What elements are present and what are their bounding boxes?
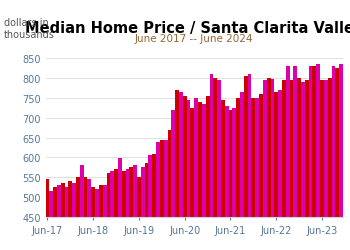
Bar [95,190,99,250]
Bar [232,108,236,250]
Bar [240,93,244,250]
Bar [80,166,84,250]
Bar [76,178,80,250]
Bar [328,78,331,250]
Bar [313,66,316,250]
Bar [244,77,248,250]
Bar [130,168,133,250]
Bar [320,80,324,250]
Text: June 2017 -- June 2024: June 2017 -- June 2024 [135,34,253,43]
Bar [251,99,255,250]
Bar [64,188,68,250]
Bar [156,142,160,250]
Bar [160,140,164,250]
Bar [225,106,229,250]
Bar [236,98,240,250]
Bar [53,188,57,250]
Bar [175,90,179,250]
Bar [316,64,320,250]
Bar [99,186,103,250]
Bar [198,102,202,250]
Bar [72,184,76,250]
Bar [187,100,190,250]
Bar [305,80,309,250]
Bar [278,90,282,250]
Bar [229,110,232,250]
Bar [152,154,156,250]
Bar [263,80,267,250]
Bar [274,92,278,250]
Bar [68,182,72,250]
Bar [267,78,271,250]
Bar [339,64,343,250]
Bar [168,130,172,250]
Bar [148,156,152,250]
Bar [271,80,274,250]
Bar [293,66,297,250]
Bar [122,172,126,250]
Bar [179,92,183,250]
Bar [206,96,210,250]
Bar [110,172,114,250]
Bar [57,186,61,250]
Bar [133,166,137,250]
Bar [190,108,194,250]
Bar [49,192,53,250]
Title: Median Home Price / Santa Clarita Valley: Median Home Price / Santa Clarita Valley [25,21,350,36]
Bar [286,66,289,250]
Bar [309,66,313,250]
Text: thousands: thousands [4,30,54,40]
Bar [126,170,130,250]
Bar [183,96,187,250]
Bar [255,99,259,250]
Bar [88,180,91,250]
Bar [172,110,175,250]
Bar [301,82,305,250]
Bar [282,80,286,250]
Bar [114,170,118,250]
Bar [213,78,217,250]
Bar [331,66,335,250]
Bar [141,168,145,250]
Bar [259,94,263,250]
Bar [106,174,110,250]
Bar [145,164,148,250]
Bar [118,159,122,250]
Bar [164,140,168,250]
Bar [210,74,213,250]
Bar [103,186,106,250]
Bar [84,178,88,250]
Bar [61,184,64,250]
Bar [91,188,95,250]
Bar [46,180,49,250]
Bar [194,98,198,250]
Bar [202,104,206,250]
Bar [335,68,339,250]
Bar [289,80,293,250]
Bar [324,80,328,250]
Bar [217,80,221,250]
Bar [297,79,301,250]
Bar [248,74,251,250]
Text: dollars in: dollars in [4,18,48,28]
Bar [137,178,141,250]
Bar [221,100,225,250]
